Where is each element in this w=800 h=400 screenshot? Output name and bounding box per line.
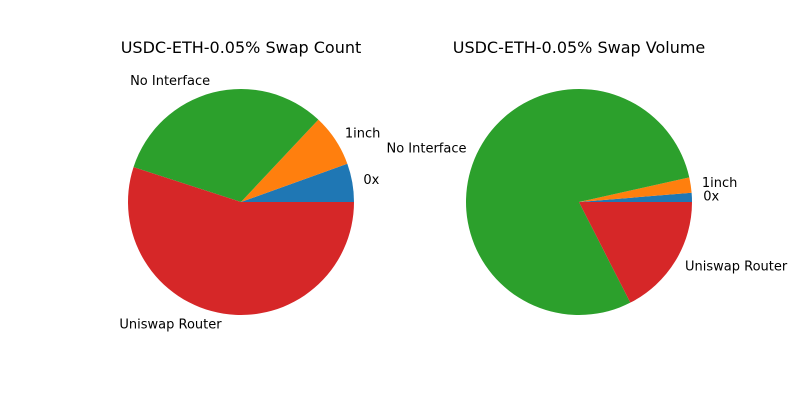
labels-swap-count: 0x 1inch No Interface Uniswap Router bbox=[119, 74, 380, 332]
slice-label-no-interface: No Interface bbox=[386, 142, 466, 157]
slice-label-1inch: 1inch bbox=[345, 126, 381, 141]
slice-label-no-interface: No Interface bbox=[130, 74, 210, 89]
pie-slice-uniswap-router bbox=[579, 202, 692, 303]
pie-slice-0x bbox=[579, 192, 692, 202]
slices-swap-count bbox=[127, 89, 354, 315]
pie-slice-no-interface bbox=[133, 89, 319, 202]
pie-slice-1inch bbox=[241, 119, 348, 202]
slice-label-0x: 0x bbox=[363, 173, 379, 188]
slice-label-1inch: 1inch bbox=[702, 176, 738, 191]
pie-slice-uniswap-router bbox=[127, 167, 354, 315]
pie-chart-swap-count: USDC-ETH-0.05% Swap Count 0x 1inch No Inte… bbox=[119, 38, 380, 332]
slices-swap-volume bbox=[466, 88, 692, 315]
pie-slice-0x bbox=[241, 163, 354, 202]
chart-title-swap-volume: USDC-ETH-0.05% Swap Volume bbox=[453, 38, 706, 57]
pie-slice-1inch bbox=[579, 177, 692, 202]
slice-label-0x: 0x bbox=[703, 189, 719, 204]
pie-slice-no-interface bbox=[466, 88, 690, 315]
slice-label-uniswap-router: Uniswap Router bbox=[119, 317, 222, 332]
slice-label-uniswap-router: Uniswap Router bbox=[685, 259, 788, 274]
chart-title-swap-count: USDC-ETH-0.05% Swap Count bbox=[121, 38, 362, 57]
